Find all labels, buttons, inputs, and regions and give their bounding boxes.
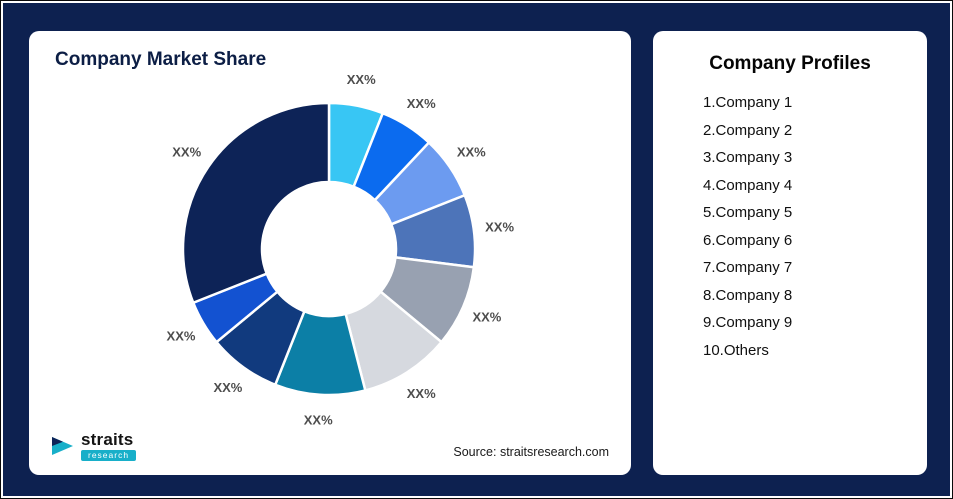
donut-segment	[181, 101, 331, 304]
logo-name: straits	[81, 429, 134, 449]
profile-item: 9.Company 9	[703, 314, 793, 331]
profile-item: 8.Company 8	[703, 286, 793, 304]
donut-segment-label: XX%	[304, 413, 333, 428]
donut-segment-label: XX%	[167, 329, 196, 344]
logo-text: straits research	[81, 429, 137, 461]
profile-item: 1.Company 1	[703, 94, 793, 111]
profile-item: 4.Company 4	[703, 176, 793, 194]
donut-segment-label: XX%	[407, 96, 436, 111]
donut-segment-label: XX%	[457, 144, 486, 159]
donut-segment-label: XX%	[213, 380, 242, 395]
profile-item: 6.Company 6	[703, 231, 793, 249]
source-note: Source: straitsresearch.com	[453, 445, 609, 459]
straits-research-logo: straits research	[51, 429, 137, 461]
profiles-list: 1.Company 1 2.Company 2 3.Company 3 4.Co…	[653, 89, 927, 364]
chart-title: Company Market Share	[55, 49, 267, 70]
company-profiles-card: Company Profiles 1.Company 1 2.Company 2…	[653, 31, 927, 475]
profile-item: 2.Company 2	[703, 121, 793, 139]
profile-item: 3.Company 3	[703, 149, 793, 166]
profile-item: 7.Company 7	[703, 259, 793, 276]
logo-subtitle: research	[81, 449, 137, 461]
profile-item: 5.Company 5	[703, 204, 793, 221]
donut-segment-label: XX%	[472, 309, 501, 324]
profiles-title: Company Profiles	[709, 53, 871, 74]
donut-segment-label: XX%	[172, 144, 201, 159]
market-share-card: Company Market Share XX% XX% XX% XX% XX% XX% X…	[29, 31, 631, 475]
logo-arrow-icon	[52, 436, 73, 455]
donut-segment-label: XX%	[407, 386, 436, 401]
donut-segment-label: XX%	[347, 72, 376, 87]
donut-segment-label: XX%	[485, 219, 514, 234]
donut-chart: XX% XX% XX% XX% XX% XX% XX% XX% XX% XX%	[167, 72, 515, 428]
profile-item: 10.Others	[703, 341, 769, 359]
